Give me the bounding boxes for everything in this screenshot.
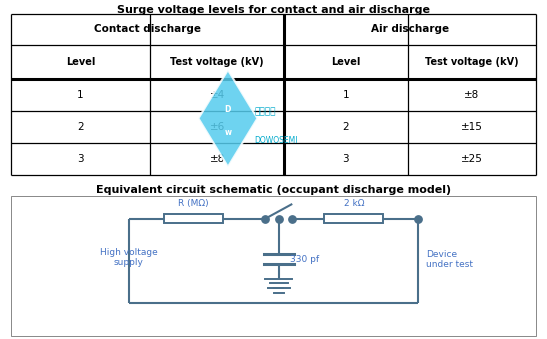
Bar [164,214,223,223]
Text: ±8: ±8 [464,90,480,100]
Text: 1: 1 [77,90,84,100]
Text: High voltage
supply: High voltage supply [100,248,158,267]
Text: Level: Level [66,57,95,67]
Text: ±25: ±25 [461,154,483,164]
Text: 3: 3 [77,154,84,164]
Bar [11,197,536,336]
Text: w: w [224,128,231,137]
Text: Equivalent circuit schematic (occupant discharge model): Equivalent circuit schematic (occupant d… [96,185,451,195]
Text: 330 pf: 330 pf [289,255,319,264]
Point [288,216,296,221]
Text: Test voltage (kV): Test voltage (kV) [425,57,519,67]
Text: Contact discharge: Contact discharge [94,24,201,34]
Text: 3: 3 [342,154,349,164]
Text: Surge voltage levels for contact and air discharge: Surge voltage levels for contact and air… [117,5,430,15]
Polygon shape [199,70,258,167]
Point [414,216,423,221]
Bar [324,214,383,223]
Text: ±4: ±4 [210,90,225,100]
Text: Test voltage (kV): Test voltage (kV) [171,57,264,67]
Point [261,216,270,221]
Text: 2: 2 [342,122,349,132]
Text: 东沃电子: 东沃电子 [255,107,276,116]
Text: DOWOSEMI: DOWOSEMI [255,136,298,145]
Text: ±15: ±15 [461,122,483,132]
Text: 2 kΩ: 2 kΩ [344,199,364,208]
Text: Level: Level [331,57,360,67]
Text: 2: 2 [77,122,84,132]
Text: ±8: ±8 [210,154,225,164]
Text: R (MΩ): R (MΩ) [178,199,208,208]
Text: 1: 1 [342,90,349,100]
Point [275,216,283,221]
Text: Device
under test: Device under test [426,250,473,269]
Text: D: D [225,105,231,114]
Text: Air discharge: Air discharge [371,24,449,34]
Text: ±6: ±6 [210,122,225,132]
